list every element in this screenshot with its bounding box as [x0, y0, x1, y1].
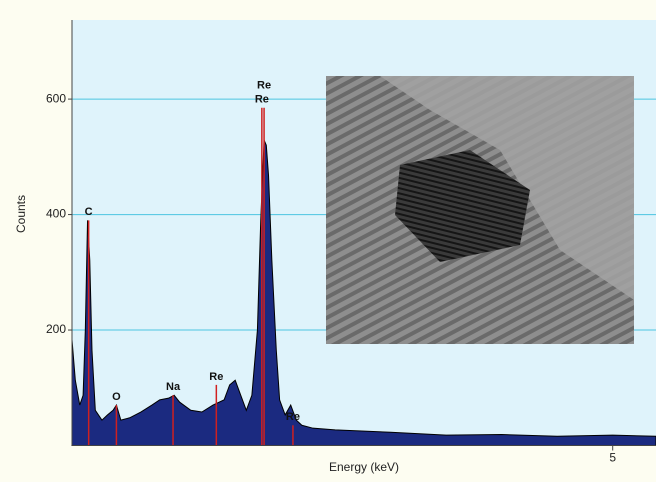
- element-label: Re: [209, 371, 223, 383]
- element-label: Na: [166, 381, 181, 393]
- y-tick-label: 600: [46, 91, 66, 105]
- x-tick-label: 5: [609, 451, 616, 465]
- y-tick-label: 400: [46, 207, 66, 221]
- y-axis-label: Counts: [14, 195, 28, 233]
- x-axis-label: Energy (keV): [329, 460, 399, 474]
- element-label: O: [112, 391, 121, 403]
- inset-image: [326, 76, 634, 344]
- y-tick-label: 200: [46, 322, 66, 336]
- spectrum-area: [71, 139, 656, 446]
- element-label: Re: [286, 411, 300, 423]
- element-label: Re: [257, 80, 271, 92]
- element-label: C: [85, 206, 93, 218]
- element-label: Re: [255, 94, 269, 106]
